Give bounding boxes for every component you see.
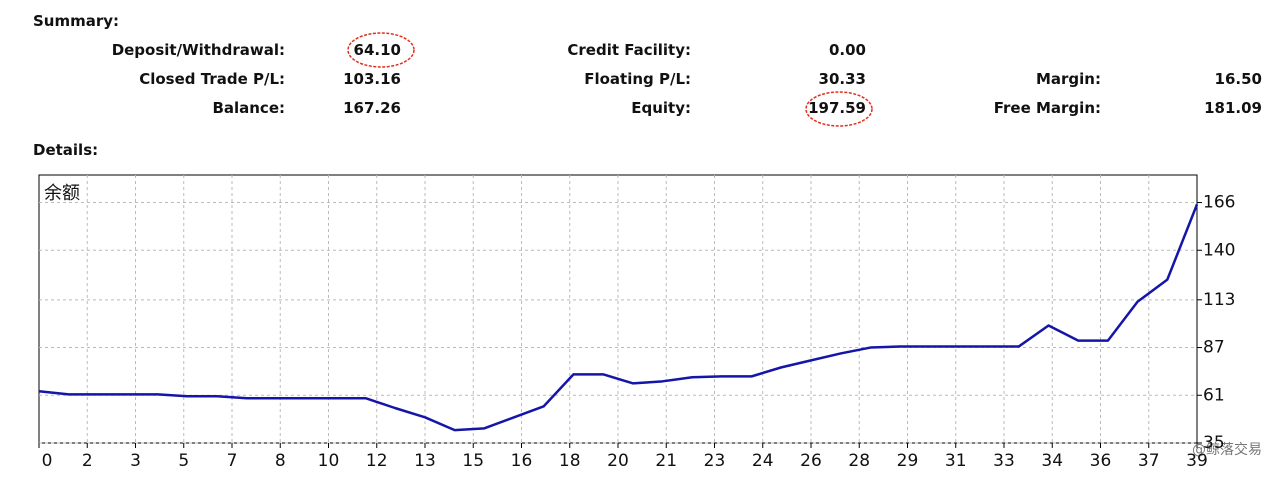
y-tick-label: 87 [1203, 338, 1225, 358]
summary-title: Summary: [33, 12, 120, 30]
balance-line [38, 203, 1199, 432]
x-tick-label: 23 [704, 451, 726, 471]
summary-value: 30.33 [818, 70, 866, 88]
summary-value: 103.16 [343, 70, 401, 88]
x-tick-label: 31 [945, 451, 967, 471]
summary-label: Floating P/L: [584, 70, 691, 88]
x-tick-label: 18 [559, 451, 581, 471]
y-tick-label: 113 [1203, 290, 1235, 310]
summary-value: 181.09 [1204, 99, 1262, 117]
x-tick-label: 29 [897, 451, 919, 471]
x-tick-label: 16 [511, 451, 533, 471]
y-tick-label: 140 [1203, 240, 1235, 260]
x-tick-label: 33 [993, 451, 1015, 471]
x-tick-label: 37 [1138, 451, 1160, 471]
summary-value: 167.26 [343, 99, 401, 117]
x-tick-label: 28 [848, 451, 870, 471]
x-tick-label: 2 [82, 451, 93, 471]
x-tick-label: 8 [275, 451, 286, 471]
x-tick-label: 12 [366, 451, 388, 471]
chart-title: 余额 [44, 183, 80, 204]
x-tick-label: 0 [42, 451, 53, 471]
summary-label: Closed Trade P/L: [139, 70, 285, 88]
summary-label: Free Margin: [993, 99, 1101, 117]
y-tick-label: 166 [1203, 193, 1235, 213]
watermark: @鲸落交易 [1192, 441, 1262, 458]
x-tick-label: 15 [462, 451, 484, 471]
x-tick-label: 26 [800, 451, 822, 471]
x-tick-label: 39 [1186, 451, 1208, 471]
summary-value: 0.00 [828, 41, 866, 59]
summary-label: Credit Facility: [567, 41, 691, 59]
x-tick-label: 10 [318, 451, 340, 471]
x-tick-label: 5 [178, 451, 189, 471]
x-tick-label: 21 [655, 451, 677, 471]
summary-label: Margin: [1035, 70, 1101, 88]
x-tick-label: 20 [607, 451, 629, 471]
summary-value: 16.50 [1214, 70, 1262, 88]
x-tick-label: 7 [227, 451, 238, 471]
summary-value: 197.59 [808, 99, 866, 117]
x-tick-label: 13 [414, 451, 436, 471]
details-title: Details: [33, 141, 99, 159]
y-tick-label: 61 [1203, 385, 1225, 405]
highlight-circle [347, 32, 415, 68]
y-tick-label: 35 [1203, 433, 1225, 453]
summary-label: Equity: [631, 99, 691, 117]
summary-value: 64.10 [353, 41, 401, 59]
x-tick-label: 3 [130, 451, 141, 471]
x-tick-label: 36 [1090, 451, 1112, 471]
highlight-circle [805, 91, 873, 127]
x-tick-label: 34 [1041, 451, 1063, 471]
summary-label: Balance: [212, 99, 285, 117]
summary-label: Deposit/Withdrawal: [111, 41, 285, 59]
x-tick-label: 24 [752, 451, 774, 471]
